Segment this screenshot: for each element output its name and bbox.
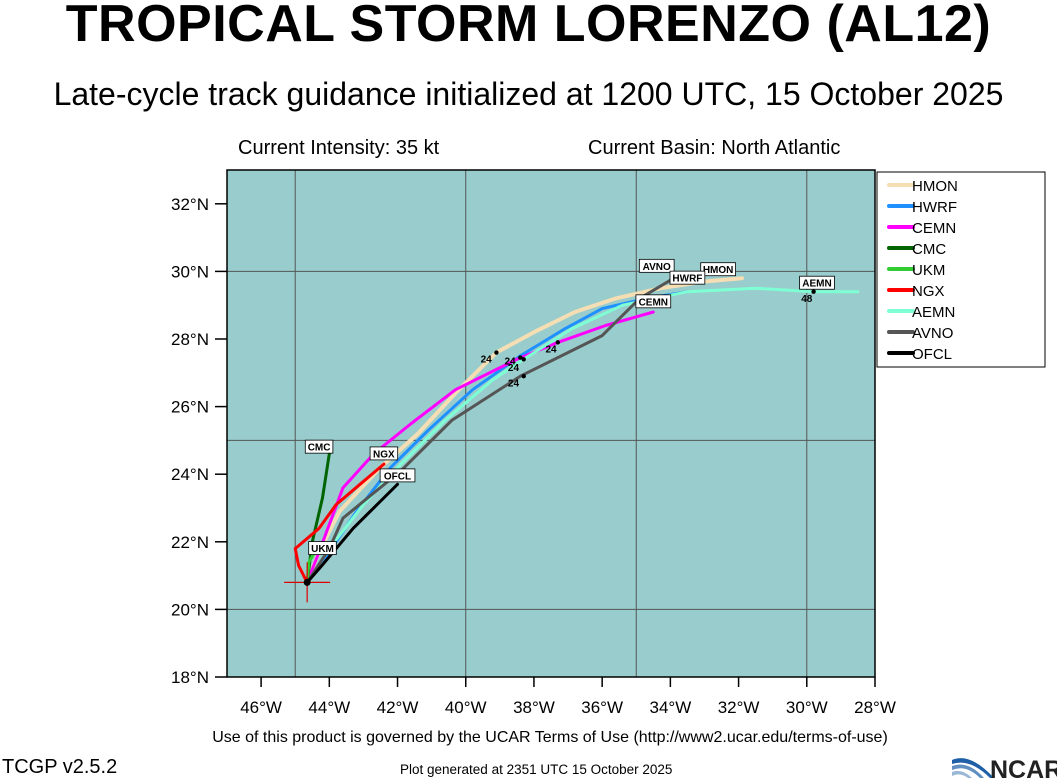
track-end-label-box (304, 439, 334, 454)
legend-label-ofcl: OFCL (912, 346, 952, 363)
lon-tick-label: 32°W (718, 698, 760, 717)
forecast-hour-label: 24 (508, 378, 520, 389)
lat-tick-label: 22°N (171, 533, 209, 552)
forecast-hour-label: 24 (508, 363, 520, 374)
track-avno (305, 276, 676, 584)
track-end-label-box (638, 258, 675, 273)
track-end-label-hmon: HMON (703, 265, 734, 276)
forecast-hour-label: 48 (801, 294, 813, 305)
legend-label-aemn: AEMN (912, 304, 955, 321)
current-position-dot (303, 578, 311, 586)
track-end-label-hwrf: HWRF (672, 274, 702, 285)
track-end-label-box (369, 446, 399, 461)
lat-tick-label: 26°N (171, 398, 209, 417)
track-cemn (305, 310, 655, 584)
lon-tick-label: 44°W (308, 698, 350, 717)
track-end-label-cmc: CMC (308, 443, 331, 454)
lat-tick-label: 32°N (171, 195, 209, 214)
map-subtitle: Late-cycle track guidance initialized at… (53, 76, 1004, 112)
lon-tick-label: 40°W (445, 698, 487, 717)
current-intensity: Current Intensity: 35 kt (238, 137, 440, 159)
legend-label-avno: AVNO (912, 325, 953, 342)
map-frame (226, 169, 876, 678)
lon-tick-label: 30°W (786, 698, 828, 717)
forecast-hour-dot (521, 373, 526, 379)
legend: HMON HWRF CEMN CMC UKM NGX AEMN AVNO OFCL (876, 171, 1046, 368)
track-end-label-avno: AVNO (643, 262, 671, 273)
legend-label-cemn: CEMN (912, 220, 956, 237)
lon-tick-label: 36°W (581, 698, 623, 717)
track-end-label-box (308, 541, 337, 555)
track-end-label-box (669, 270, 706, 285)
forecast-hour-dot (811, 289, 816, 294)
generated-timestamp: Plot generated at 2351 UTC 15 October 20… (400, 762, 673, 777)
lat-lon-grid (227, 170, 875, 677)
legend-label-ukm: UKM (912, 262, 945, 279)
lat-tick-label: 18°N (171, 668, 209, 687)
track-end-label-ofcl: OFCL (384, 471, 411, 482)
track-ngx (293, 462, 386, 584)
current-basin: Current Basin: North Atlantic (588, 137, 841, 159)
legend-label-hwrf: HWRF (912, 199, 957, 216)
track-end-label-aemn: AEMN (802, 279, 831, 290)
ocean-background (227, 170, 875, 677)
forecast-hour-dot (521, 357, 526, 362)
lat-tick-label: 28°N (171, 330, 209, 349)
forecast-hour-dot (555, 340, 561, 345)
ncar-logo: NCAR (952, 756, 1057, 780)
track-end-label-box (700, 262, 736, 277)
version-label: TCGP v2.5.2 (2, 756, 118, 778)
legend-label-hmon: HMON (912, 178, 958, 195)
track-end-label-ukm: UKM (311, 544, 334, 555)
lat-tick-label: 30°N (171, 262, 209, 281)
track-end-label-box (799, 275, 835, 290)
current-position-marker (284, 562, 331, 603)
track-end-label-box (635, 294, 672, 309)
lat-tick-label: 20°N (171, 600, 209, 619)
axis-ticks: 46°W 44°W 42°W 40°W 38°W 36°W 34°W 32°W 30°W 28°W… (171, 195, 896, 717)
lon-tick-label: 28°W (854, 698, 896, 717)
forecast-hour-dot (518, 355, 523, 360)
track-end-label-ngx: NGX (373, 449, 395, 460)
legend-label-cmc: CMC (912, 241, 946, 258)
ncar-logo-text: NCAR (990, 756, 1057, 780)
terms-of-use: Use of this product is governed by the U… (212, 729, 888, 746)
track-end-label-cemn: CEMN (639, 297, 668, 308)
lon-tick-label: 34°W (649, 698, 691, 717)
lat-tick-label: 24°N (171, 465, 209, 484)
lon-tick-label: 38°W (513, 698, 555, 717)
track-end-label-box (379, 468, 416, 483)
lon-tick-label: 46°W (240, 698, 282, 717)
legend-label-ngx: NGX (912, 283, 945, 300)
forecast-hour-label: 24 (505, 356, 517, 367)
forecast-hour-dot (494, 350, 499, 355)
forecast-hour-label: 24 (481, 355, 493, 366)
forecast-hour-label: 24 (545, 345, 557, 356)
map-title: TROPICAL STORM LORENZO (AL12) (65, 0, 992, 53)
lon-tick-label: 42°W (377, 698, 419, 717)
